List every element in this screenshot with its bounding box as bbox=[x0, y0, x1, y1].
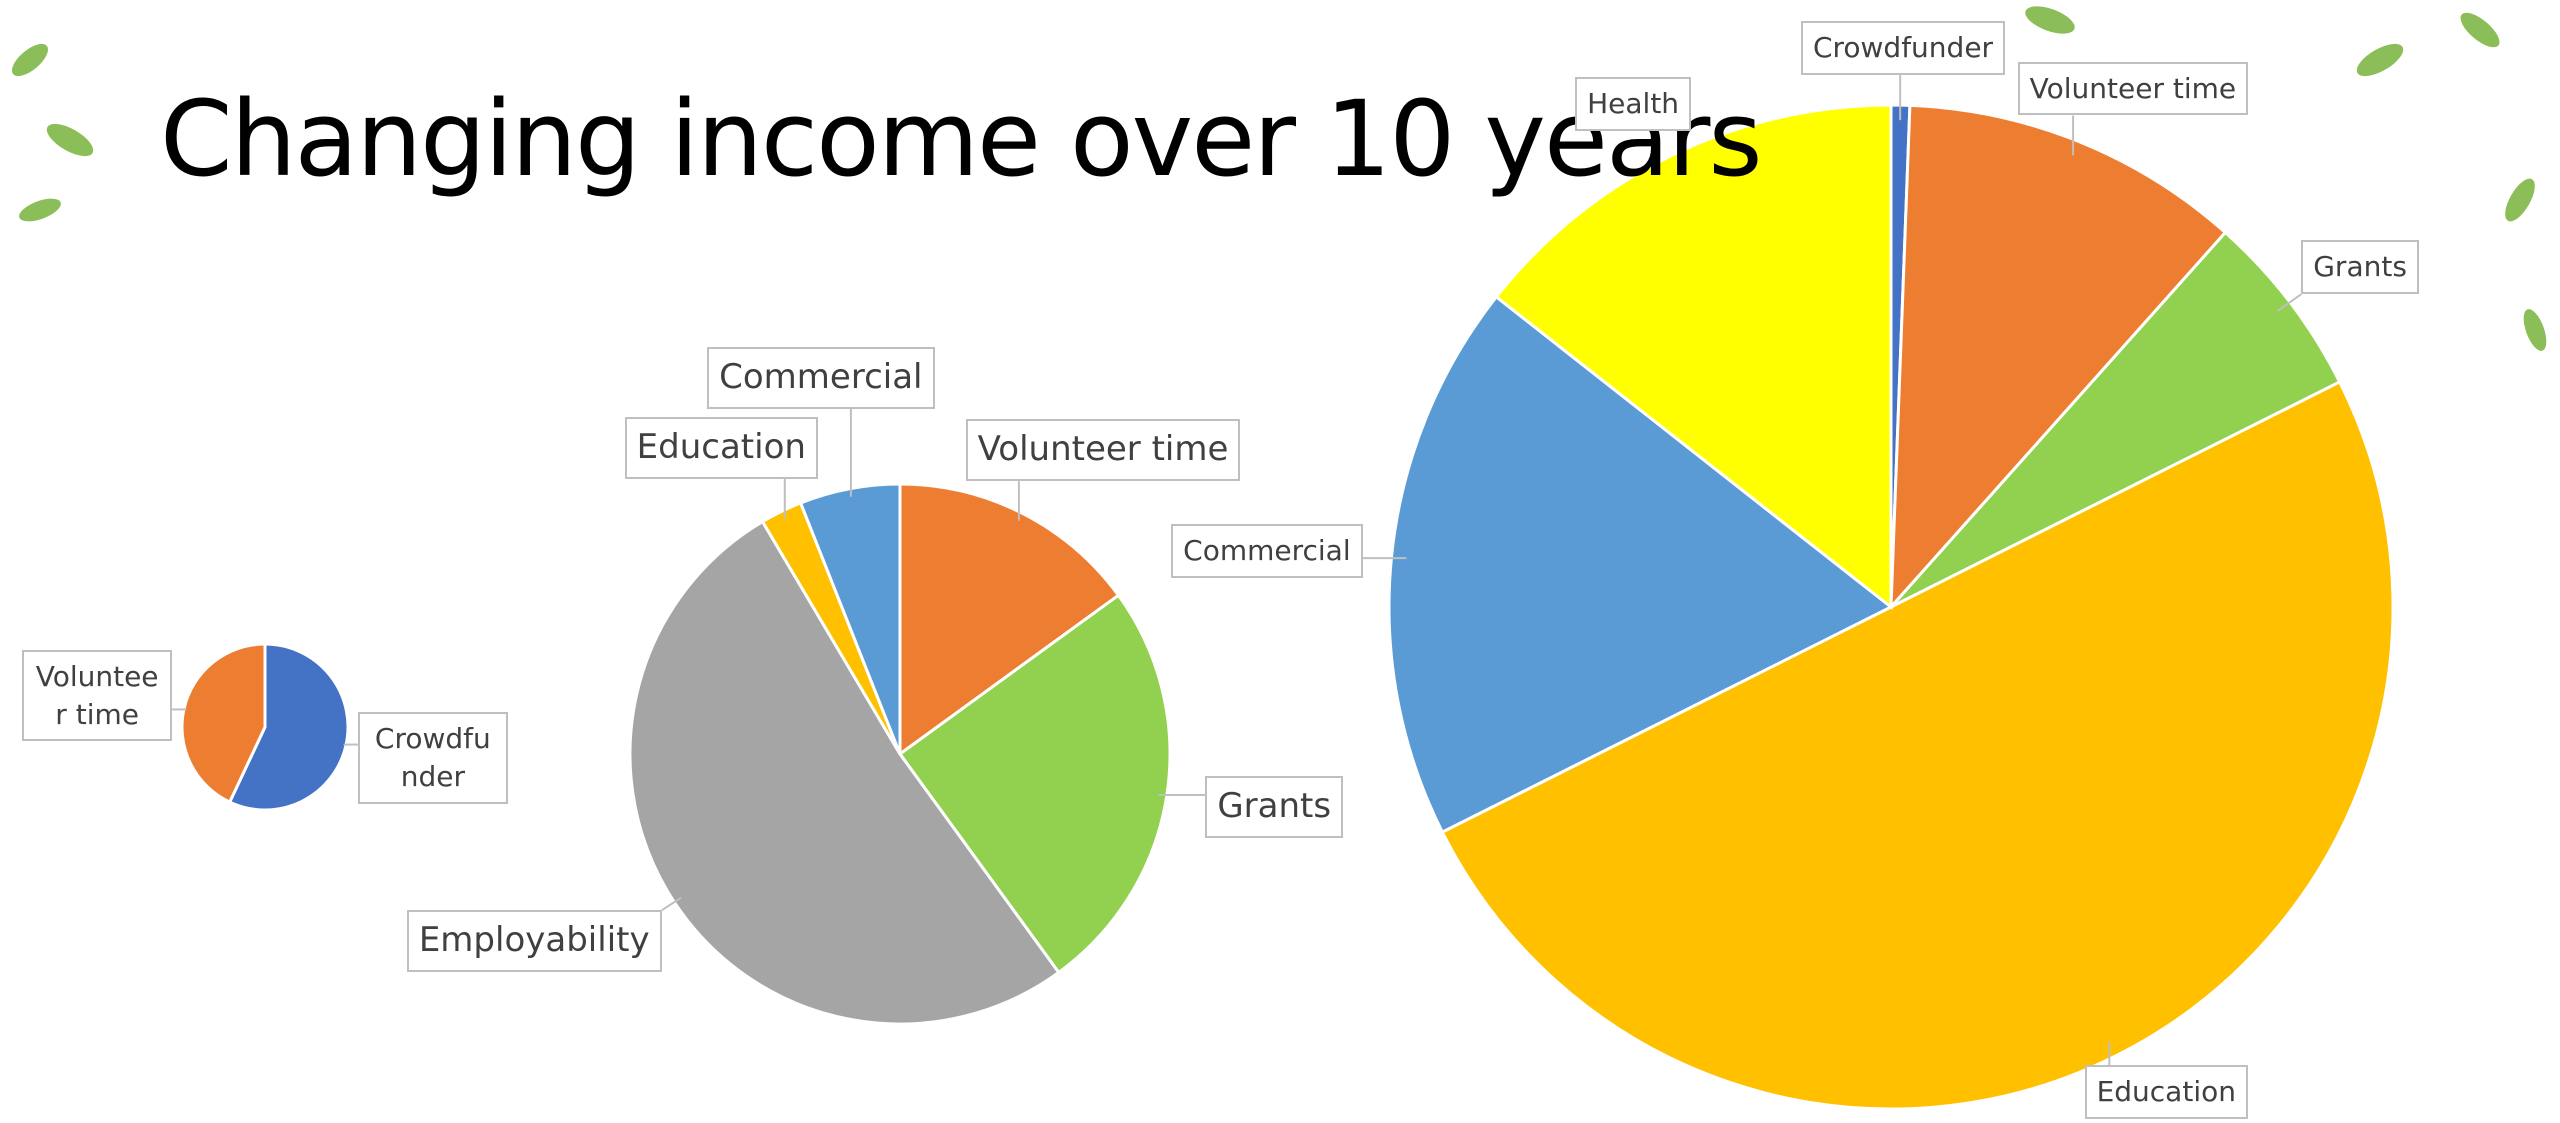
slice-label: Commercial bbox=[1171, 524, 1362, 578]
slice-label: Grants bbox=[2301, 240, 2419, 294]
page: Changing income over 10 years (() => { c… bbox=[0, 0, 2560, 1123]
slice-label: Volunteer time bbox=[22, 650, 172, 742]
slice-label: Volunteer time bbox=[966, 419, 1241, 481]
slice-label: Crowdfunder bbox=[358, 712, 508, 804]
slice-label: Crowdfunder bbox=[1801, 21, 2005, 75]
slice-label: Grants bbox=[1205, 776, 1343, 838]
slice-label: Health bbox=[1575, 77, 1691, 131]
slice-label: Education bbox=[625, 417, 818, 479]
slice-label: Commercial bbox=[707, 347, 934, 409]
page-title: Changing income over 10 years bbox=[160, 78, 1761, 200]
slice-label: Employability bbox=[407, 910, 662, 972]
slice-label: Education bbox=[2085, 1065, 2248, 1119]
slice-label: Volunteer time bbox=[2018, 62, 2249, 116]
